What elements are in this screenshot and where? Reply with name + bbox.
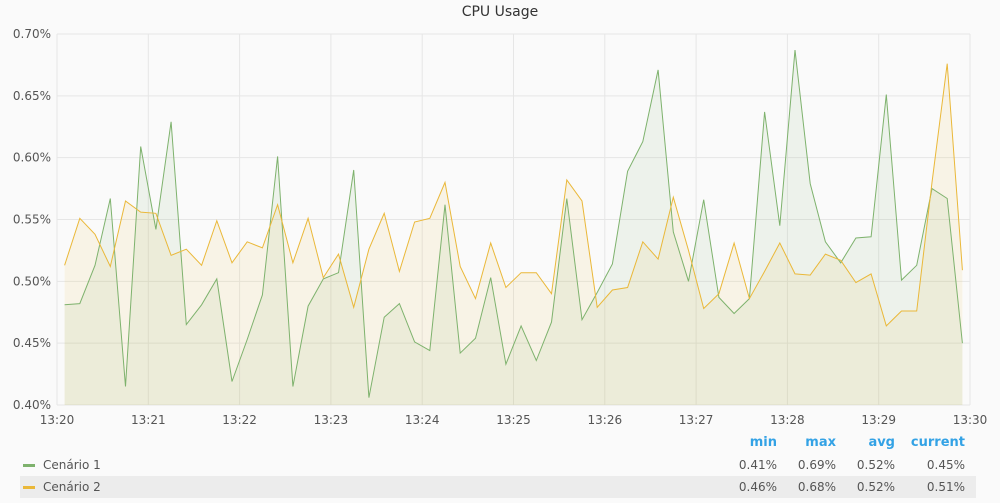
y-tick-label: 0.50% bbox=[13, 274, 51, 288]
x-tick-label: 13:22 bbox=[222, 413, 257, 427]
grid bbox=[56, 33, 971, 406]
series-area-2 bbox=[64, 63, 963, 405]
y-tick-label: 0.60% bbox=[13, 151, 51, 165]
x-tick-label: 13:20 bbox=[40, 413, 75, 427]
y-tick-label: 0.65% bbox=[13, 89, 51, 103]
legend-min-value: 0.41% bbox=[738, 458, 777, 472]
legend-series-name[interactable]: Cenário 1 bbox=[43, 458, 101, 472]
legend-current-value: 0.51% bbox=[926, 480, 965, 494]
legend-row-cenario-1[interactable]: Cenário 1 0.41% 0.69% 0.52% 0.45% bbox=[20, 454, 976, 476]
legend-swatch[interactable] bbox=[23, 463, 35, 467]
legend-col-max[interactable]: max bbox=[805, 434, 836, 450]
legend-table: min max avg current Cenário 1 0.41% 0.69… bbox=[20, 430, 976, 498]
legend-max-value: 0.69% bbox=[797, 458, 836, 472]
legend-col-current[interactable]: current bbox=[910, 434, 965, 450]
axes: 0.40% 0.45% 0.50% 0.55% 0.60% 0.65% 0.70% 13:20… bbox=[13, 27, 987, 427]
legend-min-value: 0.46% bbox=[738, 480, 777, 494]
legend-row-cenario-2[interactable]: Cenário 2 0.46% 0.68% 0.52% 0.51% bbox=[20, 476, 976, 498]
x-tick-label: 13:27 bbox=[679, 413, 714, 427]
y-tick-label: 0.40% bbox=[13, 398, 51, 412]
series-area-1 bbox=[64, 50, 963, 405]
x-tick-label: 13:24 bbox=[405, 413, 440, 427]
legend-avg-value: 0.52% bbox=[856, 458, 895, 472]
series-lines bbox=[64, 50, 963, 398]
x-tick-label: 13:29 bbox=[861, 413, 896, 427]
x-tick-label: 13:23 bbox=[314, 413, 349, 427]
legend-current-value: 0.45% bbox=[926, 458, 965, 472]
legend-avg-value: 0.52% bbox=[856, 480, 895, 494]
x-tick-label: 13:28 bbox=[770, 413, 805, 427]
y-tick-label: 0.45% bbox=[13, 336, 51, 350]
y-tick-label: 0.55% bbox=[13, 213, 51, 227]
legend-col-min[interactable]: min bbox=[749, 434, 777, 450]
legend-header: min max avg current bbox=[20, 430, 976, 454]
panel-title: CPU Usage bbox=[461, 4, 539, 20]
legend-max-value: 0.68% bbox=[797, 480, 836, 494]
legend-series-name[interactable]: Cenário 2 bbox=[43, 480, 101, 494]
x-tick-label: 13:26 bbox=[588, 413, 623, 427]
y-tick-label: 0.70% bbox=[13, 27, 51, 41]
series-areas bbox=[64, 50, 963, 405]
legend-series[interactable]: Cenário 2 bbox=[20, 480, 718, 494]
x-tick-label: 13:30 bbox=[953, 413, 988, 427]
x-tick-label: 13:21 bbox=[131, 413, 166, 427]
legend-swatch[interactable] bbox=[23, 485, 35, 489]
x-tick-label: 13:25 bbox=[496, 413, 531, 427]
series-line-2 bbox=[64, 63, 963, 327]
series-line-1 bbox=[64, 50, 963, 398]
cpu-usage-chart: 0.40% 0.45% 0.50% 0.55% 0.60% 0.65% 0.70% 13:20… bbox=[13, 27, 987, 427]
legend-series[interactable]: Cenário 1 bbox=[20, 458, 718, 472]
legend-col-avg[interactable]: avg bbox=[868, 434, 895, 450]
